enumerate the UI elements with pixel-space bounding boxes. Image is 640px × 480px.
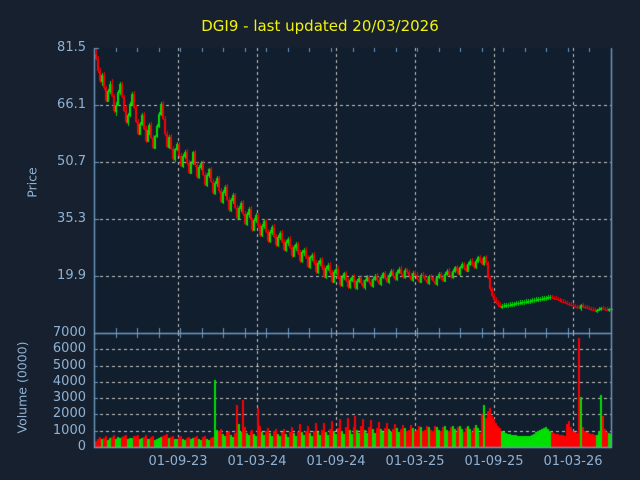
chart-root: DGI9 - last updated 20/03/2026 Price Vol…	[0, 0, 640, 480]
stock-chart-canvas[interactable]	[0, 0, 640, 480]
